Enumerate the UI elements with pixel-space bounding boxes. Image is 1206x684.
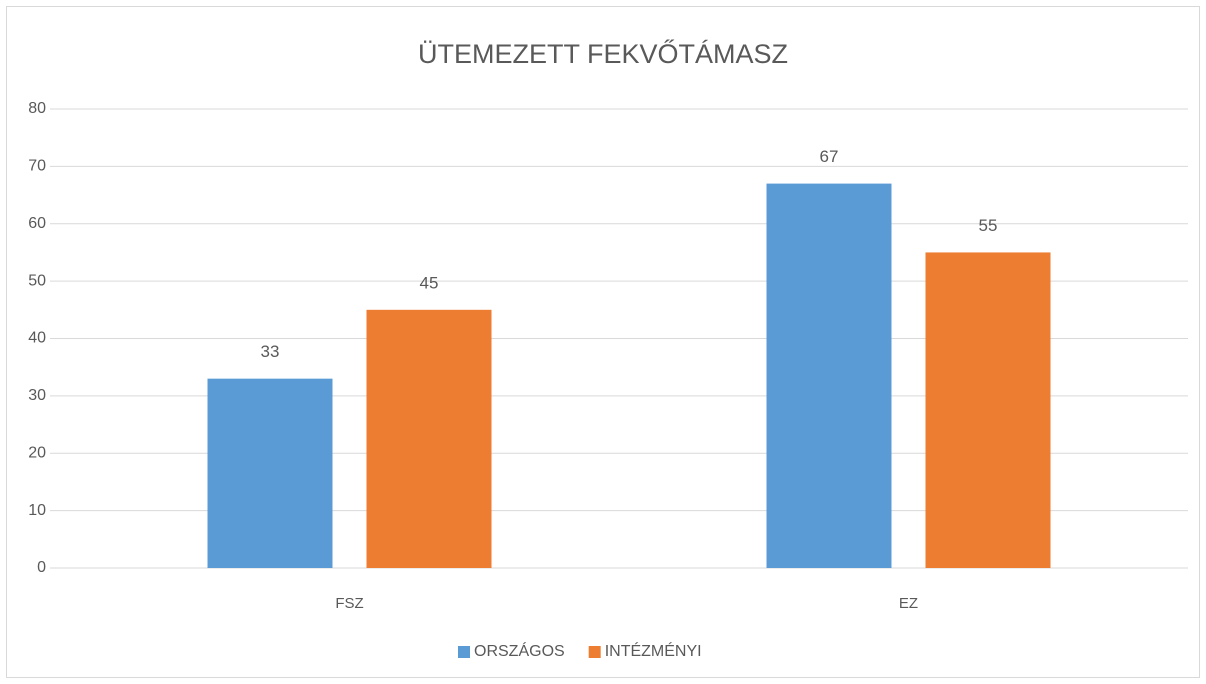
bar xyxy=(207,378,333,568)
bar xyxy=(366,309,492,568)
bar xyxy=(925,252,1051,568)
y-tick-label: 50 xyxy=(28,272,46,289)
y-tick-label: 40 xyxy=(28,330,46,347)
y-tick-label: 70 xyxy=(28,158,46,175)
y-tick-label: 10 xyxy=(28,502,46,519)
legend-swatch xyxy=(458,646,470,658)
y-tick-label: 80 xyxy=(28,100,46,117)
x-tick-label: EZ xyxy=(899,595,918,612)
y-tick-label: 20 xyxy=(28,444,46,461)
bar xyxy=(766,183,892,568)
data-label: 45 xyxy=(420,273,439,292)
data-label: 55 xyxy=(979,216,998,235)
legend-label: ORSZÁGOS xyxy=(474,641,565,660)
legend-label: INTÉZMÉNYI xyxy=(605,641,702,660)
legend-swatch xyxy=(588,646,601,658)
y-tick-label: 0 xyxy=(37,559,46,576)
data-label: 33 xyxy=(261,342,280,361)
y-tick-label: 60 xyxy=(28,215,46,232)
data-label: 67 xyxy=(820,147,839,166)
x-tick-label: FSZ xyxy=(335,595,363,612)
chart-title: ÜTEMEZETT FEKVŐTÁMASZ xyxy=(418,38,788,69)
y-tick-label: 30 xyxy=(28,387,46,404)
